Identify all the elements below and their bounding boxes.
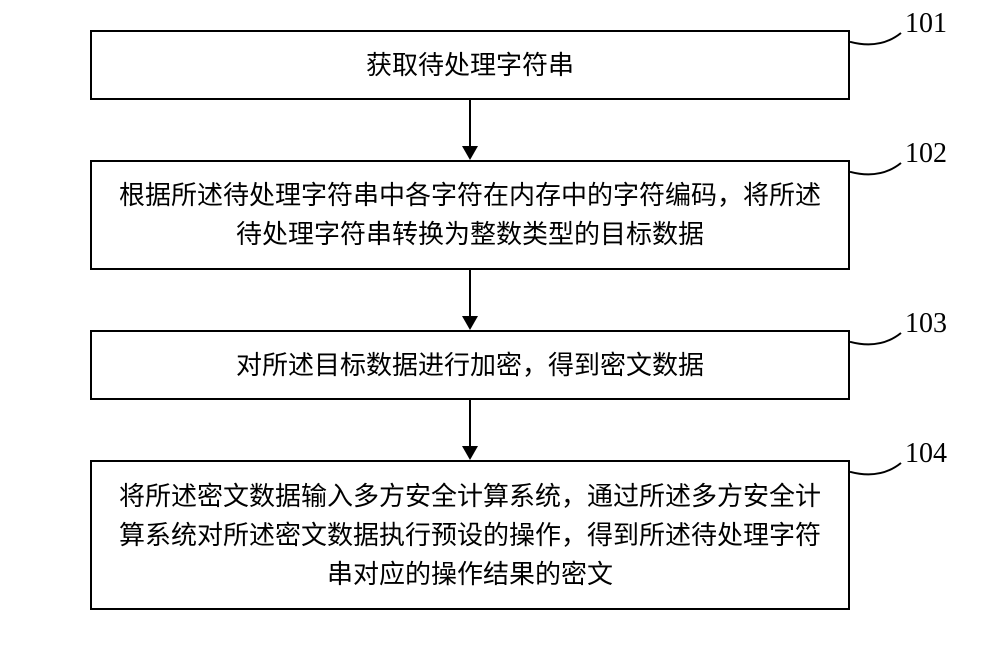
arrow-line-1 bbox=[469, 100, 471, 146]
step-text-4: 将所述密文数据输入多方安全计算系统，通过所述多方安全计算系统对所述密文数据执行预… bbox=[112, 477, 828, 594]
arrow-line-3 bbox=[469, 400, 471, 446]
flowchart-canvas: 获取待处理字符串 101 根据所述待处理字符串中各字符在内存中的字符编码，将所述… bbox=[0, 0, 1000, 665]
leader-line-3 bbox=[845, 328, 906, 357]
step-box-2: 根据所述待处理字符串中各字符在内存中的字符编码，将所述待处理字符串转换为整数类型… bbox=[90, 160, 850, 270]
step-label-2: 102 bbox=[905, 138, 947, 170]
leader-line-2 bbox=[845, 158, 906, 187]
step-label-1: 101 bbox=[905, 8, 947, 40]
arrow-head-3 bbox=[462, 446, 478, 460]
step-box-1: 获取待处理字符串 bbox=[90, 30, 850, 100]
leader-line-4 bbox=[845, 458, 906, 487]
arrow-line-2 bbox=[469, 270, 471, 316]
step-box-3: 对所述目标数据进行加密，得到密文数据 bbox=[90, 330, 850, 400]
leader-line-1 bbox=[845, 28, 906, 57]
arrow-head-2 bbox=[462, 316, 478, 330]
arrow-head-1 bbox=[462, 146, 478, 160]
step-text-3: 对所述目标数据进行加密，得到密文数据 bbox=[236, 346, 704, 385]
step-text-2: 根据所述待处理字符串中各字符在内存中的字符编码，将所述待处理字符串转换为整数类型… bbox=[112, 176, 828, 254]
step-label-3: 103 bbox=[905, 308, 947, 340]
step-box-4: 将所述密文数据输入多方安全计算系统，通过所述多方安全计算系统对所述密文数据执行预… bbox=[90, 460, 850, 610]
step-text-1: 获取待处理字符串 bbox=[366, 46, 574, 85]
step-label-4: 104 bbox=[905, 438, 947, 470]
